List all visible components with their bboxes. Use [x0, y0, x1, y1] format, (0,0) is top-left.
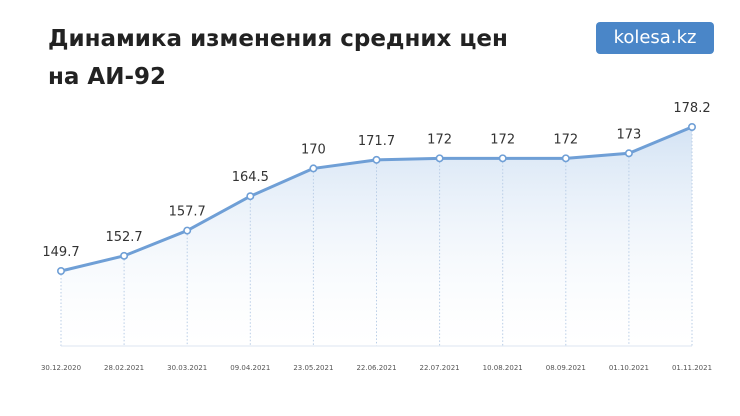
area: [61, 127, 692, 346]
logo: kolesa.kz: [596, 22, 714, 54]
value-label: 172: [553, 132, 578, 147]
point: [687, 123, 696, 132]
chart-title: Динамика изменения средних цен на АИ-92: [48, 26, 508, 90]
point: [309, 164, 318, 173]
point: [246, 192, 255, 201]
x-tick-label: 23.05.2021: [293, 364, 333, 372]
value-label: 171.7: [358, 134, 395, 149]
point: [498, 154, 507, 163]
x-tick-label: 30.03.2021: [167, 364, 207, 372]
x-tick-label: 22.06.2021: [356, 364, 396, 372]
point: [120, 251, 129, 260]
value-label: 170: [301, 142, 326, 157]
x-tick-label: 01.11.2021: [672, 364, 712, 372]
point: [372, 155, 381, 164]
value-label: 149.7: [42, 245, 79, 260]
value-label: 152.7: [105, 230, 142, 245]
value-label: 164.5: [232, 170, 269, 185]
point: [56, 266, 65, 275]
point: [561, 154, 570, 163]
x-tick-label: 10.08.2021: [483, 364, 523, 372]
value-label: 172: [427, 132, 452, 147]
point: [435, 154, 444, 163]
x-tick-label: 09.04.2021: [230, 364, 270, 372]
value-label: 172: [490, 132, 515, 147]
x-tick-label: 22.07.2021: [420, 364, 460, 372]
point: [183, 226, 192, 235]
x-tick-label: 08.09.2021: [546, 364, 586, 372]
x-tick-label: 30.12.2020: [41, 364, 81, 372]
value-label: 157.7: [169, 205, 206, 220]
point: [624, 149, 633, 158]
x-tick-label: 01.10.2021: [609, 364, 649, 372]
value-label: 173: [616, 127, 641, 142]
x-tick-label: 28.02.2021: [104, 364, 144, 372]
value-label: 178.2: [673, 101, 710, 116]
